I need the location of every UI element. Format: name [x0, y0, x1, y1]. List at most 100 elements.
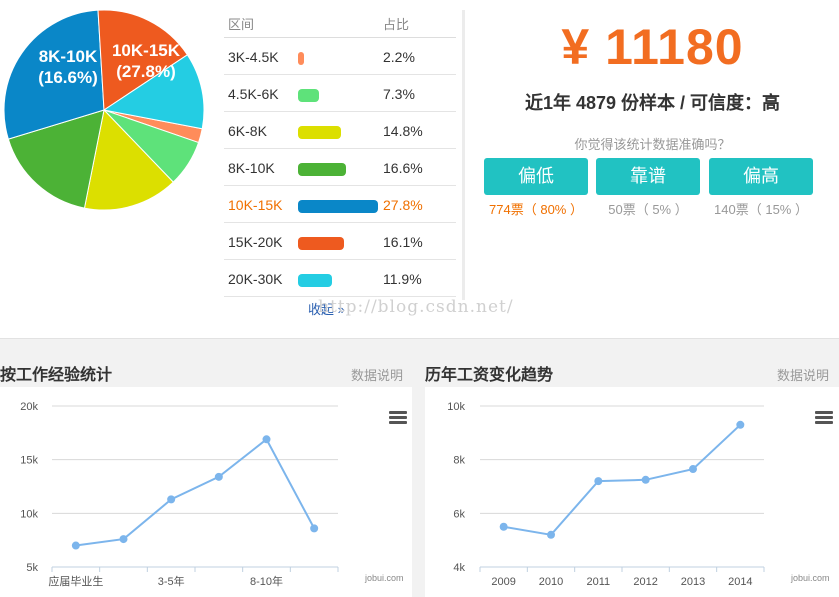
header-share: 占比 [383, 17, 410, 32]
sample-info: 近1年 4879 份样本 / 可信度：高 [524, 93, 781, 113]
experience-line-chart: 5k 10k 15k 20k 应届毕业生 3-5年 8-10年 [20, 401, 339, 588]
table-header: 区间 占比 [224, 6, 456, 38]
vote-high-count: 140票（ 15% ） [714, 202, 808, 217]
row-percent: 11.9% [383, 271, 422, 287]
collapse-link[interactable]: 收起 » [308, 302, 345, 317]
salary-distribution-table: 区间 占比 3K-4.5K 2.2% 4.5K-6K 7.3% 6K-8K 14.8% 8K… [224, 6, 456, 297]
table-row: 20K-30K 11.9% [224, 260, 456, 297]
row-percent: 7.3% [383, 86, 415, 102]
table-row: 3K-4.5K 2.2% [224, 38, 456, 75]
y-tick-label: 10k [20, 508, 38, 520]
series-line [75, 437, 316, 547]
data-point [594, 477, 603, 486]
row-percent: 27.8% [383, 197, 423, 213]
row-range: 20K-30K [228, 271, 283, 287]
pie-label: 10K-15K [112, 41, 181, 60]
y-tick-label: 5k [26, 562, 38, 574]
x-tick-label: 应届毕业生 [48, 574, 103, 588]
trend-chart: 4k 6k 8k 10k 2009 2010 2011 2012 2013 2014 jobui.… [425, 387, 839, 597]
accuracy-question: 你觉得该统计数据准确吗？ [574, 137, 731, 152]
trend-line-chart: 4k 6k 8k 10k 2009 2010 2011 2012 2013 2014 [447, 401, 765, 588]
data-point [310, 524, 319, 533]
y-tick-label: 15k [20, 455, 38, 467]
data-point [689, 465, 697, 474]
row-range: 15K-20K [228, 234, 283, 250]
y-tick-label: 8k [453, 455, 465, 467]
x-tick-label: 3-5年 [158, 574, 185, 588]
y-tick-label: 6k [453, 508, 465, 520]
watermark: http://blog.csdn.net/ [318, 297, 514, 317]
chart-credit: jobui.com [791, 573, 830, 583]
y-tick-label: 4k [453, 562, 465, 574]
pie-slice [102, 54, 205, 130]
y-tick-label: 10k [447, 401, 465, 413]
x-tick-label: 2010 [539, 576, 563, 588]
row-bar [298, 126, 341, 139]
row-range: 8K-10K [228, 160, 275, 176]
row-bar [298, 237, 345, 250]
x-tick-label: 2011 [587, 576, 611, 588]
trend-data-note-link[interactable]: 数据说明 [777, 368, 830, 383]
salary-summary: ¥ 11180 近1年 4879 份样本 / 可信度：高 你觉得该统计数据准确吗… [466, 0, 839, 300]
row-bar [298, 200, 378, 213]
table-row: 6K-8K 14.8% [224, 112, 456, 149]
experience-data-note-link[interactable]: 数据说明 [351, 368, 404, 383]
row-range: 10K-15K [228, 197, 283, 213]
table-row: 15K-20K 16.1% [224, 223, 456, 260]
x-tick-label: 2013 [681, 576, 705, 588]
row-range: 6K-8K [228, 123, 267, 139]
trend-chart-title: 历年工资变化趋势 [425, 367, 554, 384]
row-bar [298, 274, 333, 287]
chart-menu-icon[interactable] [389, 411, 407, 425]
table-row: 4.5K-6K 7.3% [224, 75, 456, 112]
average-salary: ¥ 11180 [561, 19, 744, 75]
row-percent: 14.8% [383, 123, 423, 139]
vote-low-button[interactable]: 偏低 [484, 158, 588, 195]
row-bar [298, 163, 346, 176]
x-tick-label: 2009 [491, 576, 515, 588]
experience-chart-title: 按工作经验统计 [0, 367, 113, 384]
chart-menu-icon[interactable] [815, 411, 833, 425]
series-line [503, 424, 741, 536]
pie-slice [7, 109, 105, 209]
experience-chart: 5k 10k 15k 20k 应届毕业生 3-5年 8-10年 jobui.com [0, 387, 412, 597]
data-point [262, 435, 271, 444]
vote-low-count: 774票（ 80% ） [489, 202, 583, 217]
table-row: 10K-15K 27.8% [224, 186, 456, 223]
row-bar [298, 89, 319, 102]
divider [462, 10, 465, 300]
data-point [167, 495, 176, 504]
salary-summary-panel: 8K-10K (16.6%) 10K-15K (27.8%) 区间 占比 3K-4.5… [3, 0, 839, 317]
row-percent: 16.6% [383, 160, 423, 176]
vote-accurate-button[interactable]: 靠谱 [596, 158, 700, 195]
pie-slice [83, 108, 174, 211]
y-tick-label: 20k [20, 401, 38, 413]
row-bar [298, 52, 305, 65]
x-tick-label: 2014 [728, 576, 752, 588]
data-point [736, 420, 745, 429]
x-tick-label: 8-10年 [250, 574, 283, 588]
x-tick-label: 2012 [633, 576, 657, 588]
row-percent: 2.2% [383, 49, 415, 65]
pie-slice [3, 9, 105, 140]
chart-credit: jobui.com [365, 573, 404, 583]
charts-section: 按工作经验统计 数据说明 5k 10k 15k 20k 应届毕业生 3-5年 8-10年 j… [0, 338, 839, 597]
data-point [119, 535, 128, 544]
row-range: 3K-4.5K [228, 49, 279, 65]
header-range: 区间 [228, 17, 255, 32]
row-percent: 16.1% [383, 234, 423, 250]
pie-label: 8K-10K [39, 47, 98, 66]
row-range: 4.5K-6K [228, 86, 279, 102]
data-point [641, 475, 650, 484]
data-point [214, 472, 223, 481]
table-row: 8K-10K 16.6% [224, 149, 456, 186]
pie-label: (27.8%) [116, 62, 176, 81]
data-point [499, 522, 508, 531]
pie-label: (16.6%) [38, 68, 98, 87]
data-point [71, 541, 80, 550]
data-point [547, 530, 555, 539]
salary-pie-chart: 8K-10K (16.6%) 10K-15K (27.8%) [3, 9, 205, 211]
pie-slice [97, 9, 189, 111]
vote-high-button[interactable]: 偏高 [709, 158, 813, 195]
vote-accurate-count: 50票（ 5% ） [608, 202, 688, 217]
